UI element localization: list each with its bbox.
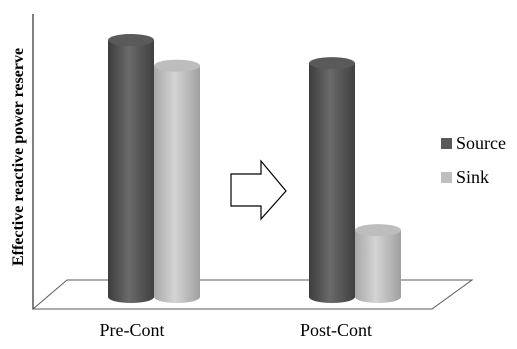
bar-sink-pre-cont	[154, 65, 200, 303]
legend: Source Sink	[441, 133, 506, 187]
x-tick-label-pre-cont: Pre-Cont	[100, 320, 165, 340]
bar-top-source-pre-cont	[108, 34, 154, 46]
floor-plane	[31, 279, 474, 310]
legend-label-source: Source	[456, 133, 506, 153]
bar-sink-post-cont	[355, 230, 401, 303]
bar-top-sink-pre-cont	[154, 59, 200, 72]
bar-source-post-cont	[309, 63, 355, 303]
bar-source-pre-cont	[108, 40, 154, 303]
x-tick-label-post-cont: Post-Cont	[300, 320, 372, 340]
legend-swatch-sink	[441, 172, 452, 183]
right-arrow-annotation	[230, 159, 287, 221]
legend-swatch-source	[441, 138, 452, 149]
legend-label-sink: Sink	[456, 167, 489, 187]
y-axis-label: Effective reactive power reserve	[10, 48, 27, 266]
bar-top-sink-post-cont	[355, 224, 401, 237]
bars-group	[108, 34, 401, 303]
bar-top-source-post-cont	[309, 57, 355, 70]
